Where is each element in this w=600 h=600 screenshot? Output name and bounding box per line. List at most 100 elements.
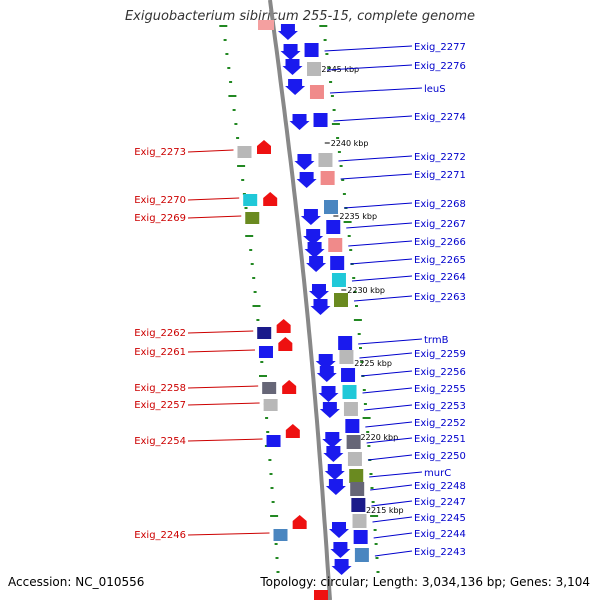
gene-label-leader bbox=[370, 484, 413, 491]
gc-content-dot-left bbox=[229, 81, 233, 83]
gc-content-dot-right bbox=[323, 39, 327, 41]
gc-content-dot-right bbox=[342, 193, 346, 195]
gc-content-dot-left bbox=[249, 249, 253, 251]
gene-swatch-steelblue bbox=[273, 529, 288, 541]
gc-content-dot-right bbox=[347, 235, 351, 237]
gene-swatch-grey bbox=[343, 402, 358, 416]
gene-label-leader bbox=[187, 402, 260, 406]
gc-content-dot-left bbox=[276, 571, 280, 573]
gene-label-right: Exig_2250 bbox=[414, 451, 466, 462]
gc-content-dot-right bbox=[336, 137, 340, 139]
forward-gene-arrow bbox=[329, 522, 350, 538]
gc-content-dot-right bbox=[355, 305, 358, 307]
forward-gene-arrow bbox=[324, 464, 345, 480]
gene-swatch-pink bbox=[309, 85, 324, 99]
reverse-gene-arrow bbox=[256, 140, 271, 154]
gene-label-right: Exig_2245 bbox=[414, 513, 466, 524]
gene-label-right: Exig_2267 bbox=[414, 219, 466, 230]
forward-gene-arrow bbox=[308, 284, 329, 300]
gc-content-dot-left bbox=[270, 487, 274, 489]
gc-content-dot-left bbox=[244, 207, 248, 209]
gene-label-right: Exig_2256 bbox=[414, 367, 466, 378]
gene-label-leader bbox=[373, 532, 413, 539]
gene-label-leader bbox=[329, 87, 423, 94]
gc-content-dot-left bbox=[274, 543, 278, 545]
reverse-gene-arrow bbox=[263, 192, 278, 206]
gc-content-dot-right bbox=[353, 291, 357, 293]
gene-label-leader bbox=[363, 404, 413, 411]
gene-swatch-cyan bbox=[243, 194, 258, 206]
gc-content-dot-right bbox=[357, 333, 361, 335]
gc-content-dot-left bbox=[268, 459, 272, 461]
gene-swatch-steelblue bbox=[324, 200, 339, 214]
gc-content-dot-left bbox=[241, 179, 245, 181]
gc-content-dot-right bbox=[353, 319, 362, 321]
forward-gene-arrow bbox=[323, 446, 344, 462]
gene-label-right: Exig_2244 bbox=[414, 529, 466, 540]
gene-swatch-blue bbox=[338, 336, 353, 350]
gene-swatch-navy bbox=[351, 498, 366, 512]
gene-label-right: murC bbox=[424, 468, 451, 479]
gene-label-leader bbox=[187, 349, 255, 353]
gc-content-dot-right bbox=[374, 543, 378, 545]
reverse-gene-arrow bbox=[276, 319, 291, 333]
gc-content-dot-right bbox=[360, 361, 364, 363]
gene-label-leader bbox=[187, 149, 234, 153]
gc-content-dot-right bbox=[362, 417, 371, 419]
gene-label-leader bbox=[362, 387, 413, 394]
forward-gene-arrow bbox=[315, 354, 336, 370]
gene-label-right: trmB bbox=[424, 335, 449, 346]
gene-label-leader bbox=[333, 115, 413, 122]
gene-label-right: Exig_2243 bbox=[414, 547, 466, 558]
topology-text: Topology: circular; Length: 3,034,136 bp… bbox=[260, 575, 590, 589]
forward-gene-arrow bbox=[306, 256, 327, 272]
gc-content-dot-left bbox=[236, 137, 240, 139]
gene-swatch-blue bbox=[313, 113, 328, 127]
gene-label-leader bbox=[371, 500, 413, 507]
gc-content-dot-left bbox=[271, 501, 275, 503]
gene-swatch-steelblue bbox=[354, 548, 369, 562]
gene-label-left: Exig_2269 bbox=[134, 213, 186, 224]
gene-label-right: Exig_2274 bbox=[414, 112, 466, 123]
gene-label-right: Exig_2266 bbox=[414, 237, 466, 248]
gene-label-leader bbox=[340, 173, 413, 180]
gene-label-leader bbox=[374, 550, 413, 557]
gene-swatch-blue bbox=[345, 419, 360, 433]
forward-gene-arrow bbox=[303, 229, 324, 245]
forward-gene-arrow bbox=[330, 542, 351, 558]
gene-label-left: Exig_2258 bbox=[134, 383, 186, 394]
gene-label-leader bbox=[187, 215, 242, 219]
gene-label-right: Exig_2259 bbox=[414, 349, 466, 360]
gc-content-dot-right bbox=[371, 501, 375, 503]
gene-label-leader bbox=[366, 437, 413, 444]
gene-label-right: Exig_2252 bbox=[414, 418, 466, 429]
gc-content-dot-right bbox=[366, 431, 370, 433]
gene-label-right: Exig_2253 bbox=[414, 401, 466, 412]
gene-label-leader bbox=[346, 222, 413, 229]
gc-content-dot-right bbox=[367, 445, 371, 447]
gc-content-dot-left bbox=[223, 39, 227, 41]
gene-swatch-grey bbox=[347, 452, 362, 466]
gc-content-dot-right bbox=[363, 403, 367, 405]
forward-gene-arrow bbox=[331, 559, 352, 575]
gene-label-leader bbox=[324, 45, 413, 52]
gene-label-left: Exig_2273 bbox=[134, 147, 186, 158]
gc-content-dot-left bbox=[265, 417, 269, 419]
gene-swatch-darkgrey bbox=[350, 482, 365, 496]
gene-label-leader bbox=[187, 438, 263, 442]
gc-content-dot-left bbox=[256, 319, 260, 321]
gene-label-right: Exig_2271 bbox=[414, 170, 466, 181]
gene-label-leader bbox=[348, 240, 413, 247]
gc-content-dot-right bbox=[343, 221, 352, 223]
gene-label-leader bbox=[187, 532, 270, 536]
forward-gene-arrow bbox=[319, 402, 340, 418]
kbp-marker-label: 2235 kbp bbox=[339, 212, 377, 221]
gene-label-right: Exig_2255 bbox=[414, 384, 466, 395]
gene-label-right: Exig_2251 bbox=[414, 434, 466, 445]
forward-gene-arrow bbox=[310, 299, 331, 315]
forward-gene-arrow bbox=[318, 386, 339, 402]
gc-content-dot-right bbox=[376, 571, 380, 573]
gc-content-dot-right bbox=[375, 557, 379, 559]
gene-label-right: Exig_2247 bbox=[414, 497, 466, 508]
